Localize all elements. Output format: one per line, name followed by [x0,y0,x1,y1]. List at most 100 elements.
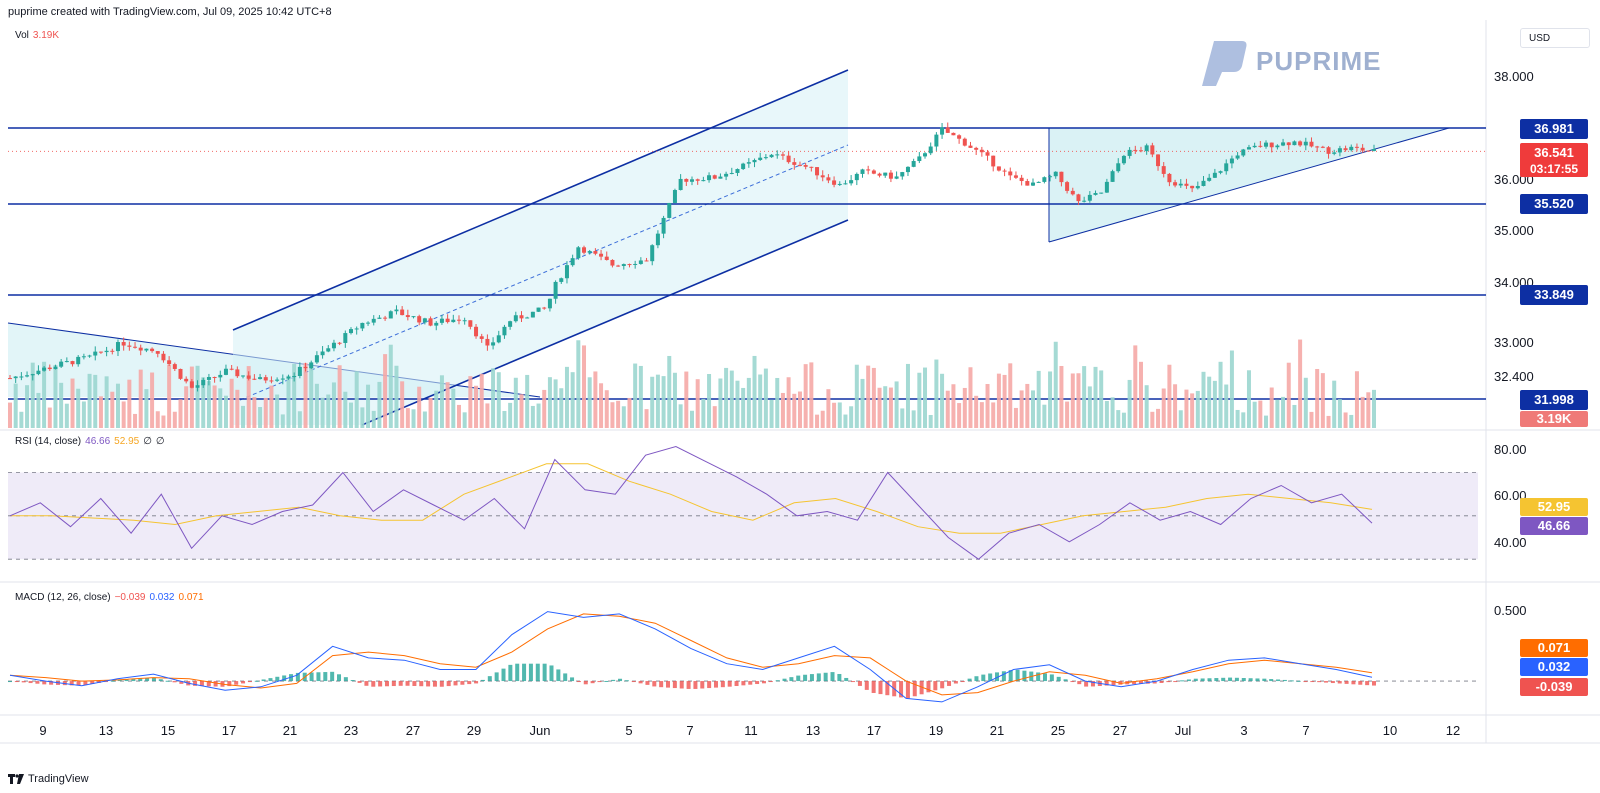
volume-bar [1167,364,1172,428]
volume-bar [894,381,899,428]
volume-bar [309,365,314,428]
volume-bar [917,372,922,428]
macd-hist-bar [1138,681,1143,684]
rsi-tick-label: 80.00 [1494,442,1527,457]
volume-bar [1218,361,1223,428]
volume-bar [241,405,246,428]
candle-body [724,173,729,177]
candle-body [263,377,268,381]
macd-hist-bar [158,679,163,682]
macd-hist-bar [1324,681,1329,683]
macd-hist-bar [803,674,808,682]
macd-hist-bar [480,679,485,682]
candle-body [1349,146,1354,151]
candle-body [832,180,837,185]
volume-bar [98,396,103,428]
candle-body [127,345,132,347]
volume-bar [1354,371,1359,428]
candle-body [644,260,649,262]
candle-body [150,348,155,352]
price-tick-label: 35.000 [1494,223,1534,238]
candle-body [70,361,75,365]
current-price-value: 36.541 [1534,145,1574,160]
volume-bar [616,400,621,428]
macd-hist-bar [193,681,198,686]
macd-hist-bar [761,681,766,684]
volume-bar [1246,370,1251,428]
volume-bar [1315,368,1320,428]
candle-body [1269,142,1274,148]
volume-bar [496,372,501,428]
macd-hist-bar [323,672,328,682]
macd-hist-bar [988,673,993,682]
volume-bar [400,381,405,428]
candles [8,122,1376,392]
candle-body [860,169,865,174]
macd-hist-bar [1180,680,1185,682]
candle-body [837,183,842,185]
channel-mid-line [239,144,849,401]
volume-bar [746,377,751,428]
volume-bar [525,374,530,428]
volume-bar [371,410,376,428]
macd-hist-bar [1152,681,1157,684]
volume-bar [1326,415,1331,428]
macd-hist-bar [254,680,259,682]
volume-bar [1190,393,1195,428]
candle-body [456,319,461,321]
macd-hist-bar [638,681,643,684]
candle-body [1059,171,1064,183]
candle-body [911,161,916,167]
candle-body [343,333,348,343]
volume-bar [923,367,928,428]
candle-body [417,316,422,323]
candle-body [576,247,581,259]
candle-body [1110,171,1115,182]
candle-body [991,155,996,167]
volume-bar [439,375,444,428]
volume-bar [519,394,524,428]
volume-bar [854,364,859,428]
volume-bar [684,371,689,428]
candle-body [1241,149,1246,156]
macd-hist-bar [1132,681,1137,685]
macd-hist-bar [796,675,801,682]
volume-bar [678,404,683,428]
candle-body [337,342,342,344]
macd-hist-bar [666,681,671,688]
rsi-extra-1: ∅ [143,436,152,447]
volume-bar [661,376,666,428]
volume-bar [712,406,717,428]
candle-body [513,315,518,322]
volume-bar [871,367,876,428]
macd-hist-bar [432,681,437,687]
macd-hist-bar [816,673,821,682]
volume-bar [434,390,439,428]
volume-bar [1099,370,1104,428]
volume-bar [1195,390,1200,428]
candle-body [1360,147,1365,151]
price-tick-label: 38.000 [1494,69,1534,84]
candle-body [815,167,820,176]
macd-hist-bar [179,681,184,684]
macd-hist-bar [1008,670,1013,682]
volume-bar [1337,399,1342,428]
volume-bar [542,389,547,428]
volume-bar [911,410,916,428]
currency-selector[interactable]: USD [1520,28,1590,48]
macd-hist-bar [405,681,410,686]
candle-body [53,366,58,370]
volume-bar [769,399,774,428]
macd-hist-bar [90,681,95,684]
macd-hist-bar [912,681,917,697]
volume-bar [758,374,763,428]
candle-body [1031,182,1035,186]
macd-hist-bar [103,681,108,683]
volume-bar [349,402,353,428]
volume-bar [235,389,240,428]
macd-hist-bar [145,677,150,682]
macd-hist-bar [556,669,561,682]
candle-body [388,311,393,319]
macd-hist-bar [857,681,862,686]
